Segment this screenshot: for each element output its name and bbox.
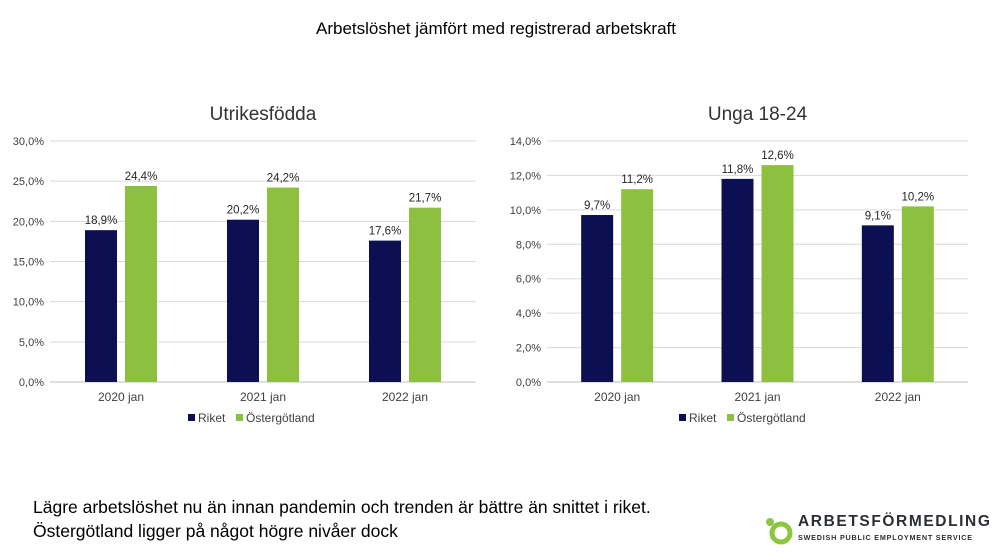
bar-riket <box>581 215 614 382</box>
y-tick-label: 0,0% <box>19 377 44 389</box>
legend-label: Östergötland <box>246 411 315 425</box>
bar-ostergotland <box>267 187 299 382</box>
y-tick-label: 15,0% <box>13 257 44 269</box>
y-tick-label: 30,0% <box>13 136 44 148</box>
data-label: 12,6% <box>761 150 794 162</box>
data-label: 10,2% <box>902 191 935 203</box>
chart-svg: Unga 18-24 0,0% 2,0% 4,0% 6,0% 8,0% 10,0% 12,0%… <box>510 104 968 425</box>
y-tick-label: 14,0% <box>510 136 541 148</box>
legend-label: Riket <box>689 411 717 425</box>
logo-name: ARBETSFÖRMEDLINGEN <box>798 513 992 530</box>
data-label: 9,1% <box>865 210 891 222</box>
legend-swatch <box>188 414 195 421</box>
logo-mark-icon <box>766 518 793 545</box>
y-tick-label: 2,0% <box>516 343 541 355</box>
x-tick-label: 2020 jan <box>98 390 144 404</box>
y-tick-label: 25,0% <box>13 176 44 188</box>
legend-swatch <box>679 414 686 421</box>
bar-riket <box>85 230 117 382</box>
data-label: 24,4% <box>125 171 158 183</box>
bar-ostergotland <box>409 207 441 382</box>
x-tick-label: 2022 jan <box>875 390 921 404</box>
y-tick-label: 20,0% <box>13 216 44 228</box>
chart-title: Unga 18-24 <box>708 104 808 125</box>
bar-riket <box>369 240 401 382</box>
bar-riket <box>721 178 754 382</box>
legend-label: Riket <box>198 411 226 425</box>
chart-utrikesfodda: Utrikesfödda 0,0% 5,0% 10,0% 15,0% 20,0% 25,0%… <box>0 92 490 442</box>
bar-riket <box>861 225 894 382</box>
bar-riket <box>227 219 259 382</box>
bar-ostergotland <box>901 206 934 382</box>
y-tick-label: 4,0% <box>516 308 541 320</box>
bar-ostergotland <box>621 189 654 382</box>
data-label: 18,9% <box>85 215 118 227</box>
chart-svg: Utrikesfödda 0,0% 5,0% 10,0% 15,0% 20,0% 25,0%… <box>13 104 476 425</box>
y-tick-label: 5,0% <box>19 337 44 349</box>
data-label: 20,2% <box>227 205 260 217</box>
footer-text: Lägre arbetslöshet nu än innan pandemin … <box>33 497 651 541</box>
x-tick-label: 2021 jan <box>734 390 780 404</box>
data-label: 24,2% <box>267 173 300 185</box>
y-tick-label: 12,0% <box>510 170 541 182</box>
data-label: 17,6% <box>369 226 402 238</box>
chart-unga: Unga 18-24 0,0% 2,0% 4,0% 6,0% 8,0% 10,0% 12,0%… <box>496 92 986 442</box>
x-tick-label: 2020 jan <box>594 390 640 404</box>
x-tick-label: 2021 jan <box>240 390 286 404</box>
y-tick-label: 0,0% <box>516 377 541 389</box>
data-label: 11,2% <box>621 174 653 186</box>
logo-subtitle: SWEDISH PUBLIC EMPLOYMENT SERVICE <box>798 533 973 542</box>
slide-title: Arbetslöshet jämfört med registrerad arb… <box>316 19 676 38</box>
data-label: 11,8% <box>722 164 754 176</box>
chart-title: Utrikesfödda <box>210 104 317 125</box>
bar-ostergotland <box>125 185 157 382</box>
data-label: 9,7% <box>584 200 610 212</box>
legend-swatch <box>727 414 734 421</box>
y-tick-label: 6,0% <box>516 274 541 286</box>
y-tick-label: 8,0% <box>516 239 541 251</box>
x-tick-label: 2022 jan <box>382 390 428 404</box>
arbetsformedlingen-logo: ARBETSFÖRMEDLINGEN SWEDISH PUBLIC EMPLOY… <box>764 512 992 548</box>
y-tick-label: 10,0% <box>13 297 44 309</box>
data-label: 21,7% <box>409 193 442 205</box>
bar-ostergotland <box>761 165 794 382</box>
legend-label: Östergötland <box>737 411 806 425</box>
y-tick-label: 10,0% <box>510 205 541 217</box>
legend-swatch <box>236 414 243 421</box>
